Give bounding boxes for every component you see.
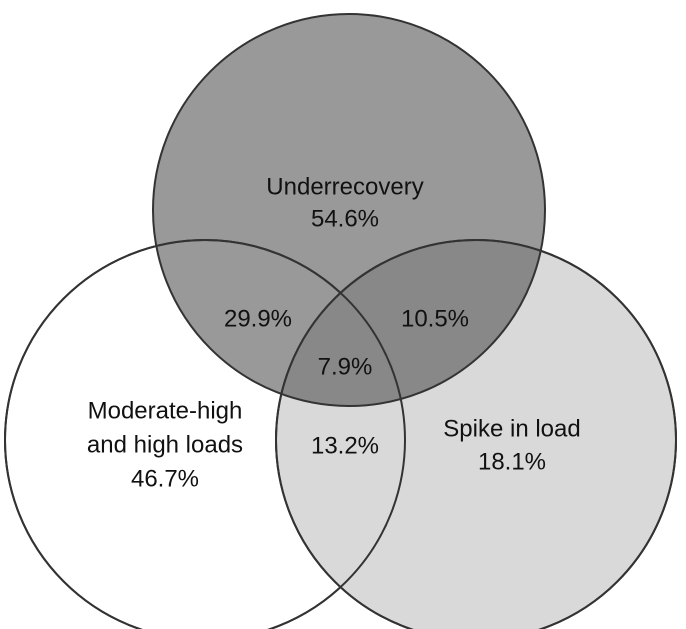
- circle-outline: [275, 239, 677, 629]
- set-value: 18.1%: [478, 448, 546, 475]
- set-label: and high loads: [87, 431, 243, 458]
- circle-underrecovery: [152, 13, 546, 407]
- set-value: 46.7%: [131, 465, 199, 492]
- intersection-value: 13.2%: [311, 432, 379, 459]
- set-label: Spike in load: [443, 415, 580, 442]
- intersection-value: 10.5%: [401, 305, 469, 332]
- intersection-value: 7.9%: [318, 353, 373, 380]
- set-label: Moderate-high: [88, 397, 243, 424]
- circle-outline: [4, 239, 406, 629]
- set-value: 54.6%: [311, 205, 379, 232]
- intersection-value: 29.9%: [224, 305, 292, 332]
- set-label: Underrecovery: [266, 173, 423, 200]
